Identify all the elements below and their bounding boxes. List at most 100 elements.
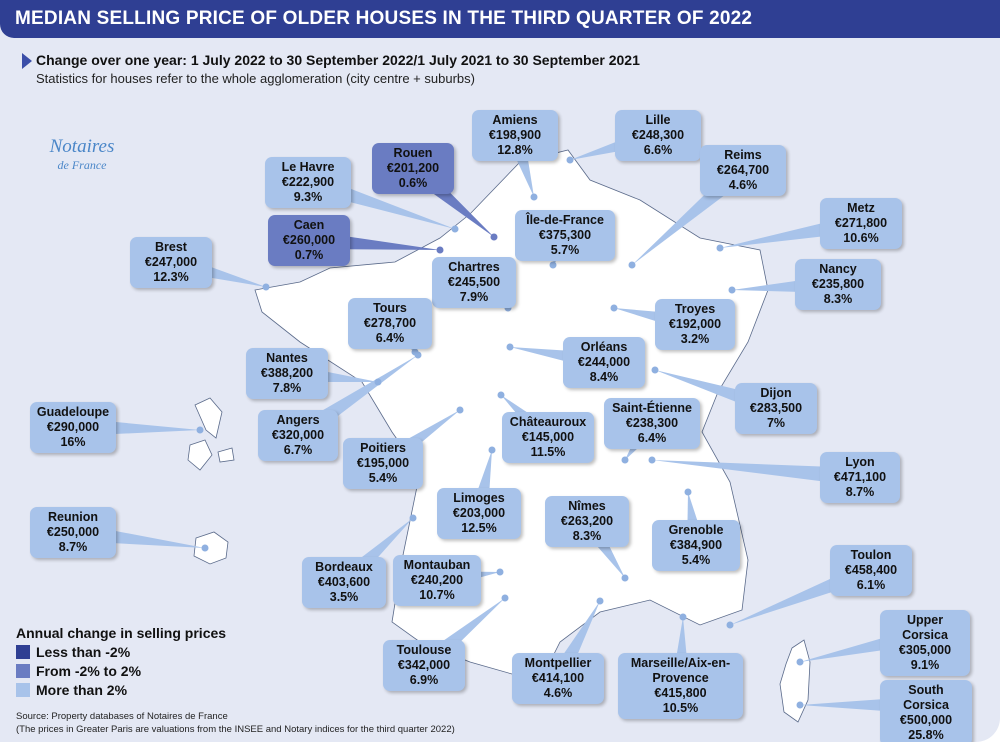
city-price: €263,200 [560,514,614,528]
city-price: €245,500 [447,275,501,289]
city-callout-chartres: Chartres €245,500 7.9% [432,257,516,308]
city-change: 8.7% [58,540,88,554]
city-callout-reims: Reims €264,700 4.6% [700,145,786,196]
city-dot-nimes [621,574,629,582]
city-price: €248,300 [631,128,685,142]
city-name: Nancy [819,262,857,276]
city-dot-angers [414,351,422,359]
city-callout-tours: Tours €278,700 6.4% [348,298,432,349]
city-callout-bordeaux: Bordeaux €403,600 3.5% [302,557,386,608]
city-callout-angers: Angers €320,000 6.7% [258,410,338,461]
city-dot-montauban [496,568,504,576]
city-callout-brest: Brest €247,000 12.3% [130,237,212,288]
city-change: 5.4% [368,471,398,485]
city-callout-upper-corsica: Upper Corsica €305,000 9.1% [880,610,970,676]
city-name: Grenoble [668,523,724,537]
city-name: Saint-Étienne [612,401,692,415]
city-change: 5.7% [550,243,580,257]
city-callout-saint-etienne: Saint-Étienne €238,300 6.4% [604,398,700,449]
city-price: €235,800 [811,277,865,291]
city-name: Bordeaux [315,560,373,574]
city-name: Orléans [580,340,628,354]
city-name: Caen [293,218,325,232]
guadeloupe-shape [187,397,235,471]
city-change: 25.8% [908,728,944,742]
city-price: €278,700 [363,316,417,330]
leader-lyon [652,460,861,486]
city-callout-chateauroux: Châteauroux €145,000 11.5% [502,412,594,463]
city-change: 9.1% [910,658,940,672]
city-price: €195,000 [356,456,410,470]
city-dot-brest [262,283,270,291]
city-change: 10.7% [419,588,455,602]
city-dot-toulon [726,621,734,629]
city-dot-ile-de-france [549,261,557,269]
city-price: €320,000 [271,428,325,442]
city-price: €471,100 [833,470,887,484]
city-price: €192,000 [668,317,722,331]
corsica-shape [779,639,811,723]
city-price: €500,000 [899,713,953,727]
city-callout-ile-de-france: Île-de-France €375,300 5.7% [515,210,615,261]
logo-subtext: de France [57,158,107,172]
city-change: 10.6% [843,231,879,245]
city-name: Le Havre [281,160,335,174]
legend-swatch [16,683,30,697]
city-dot-chateauroux [497,391,505,399]
legend-item-low: Less than -2% [16,644,226,660]
city-dot-marseille-aix-en-provence [679,613,687,621]
city-dot-amiens [530,193,538,201]
city-price: €403,600 [317,575,371,589]
city-dot-saint-etienne [621,456,629,464]
city-name: Chartres [448,260,500,274]
city-change: 6.4% [637,431,667,445]
city-dot-dijon [651,366,659,374]
city-callout-dijon: Dijon €283,500 7% [735,383,817,434]
city-name: Troyes [674,302,716,316]
legend-item-high: More than 2% [16,682,226,698]
city-price: €375,300 [538,228,592,242]
city-name: Toulon [850,548,892,562]
city-dot-le-havre [451,225,459,233]
city-price: €414,100 [531,671,585,685]
city-change: 4.6% [543,686,573,700]
legend-swatch [16,645,30,659]
city-dot-metz [716,244,724,252]
city-dot-montpellier [596,597,604,605]
city-price: €250,000 [46,525,100,539]
city-price: €240,200 [410,573,464,587]
city-change: 8.3% [572,529,602,543]
city-price: €198,900 [488,128,542,142]
city-dot-poitiers [456,406,464,414]
city-name: Lille [645,113,671,127]
city-change: 16% [60,435,86,449]
city-price: €283,500 [749,401,803,415]
city-price: €260,000 [282,233,336,247]
city-name: Poitiers [360,441,406,455]
city-callout-reunion: Reunion €250,000 8.7% [30,507,116,558]
city-price: €203,000 [452,506,506,520]
city-callout-caen: Caen €260,000 0.7% [268,215,350,266]
city-callout-nancy: Nancy €235,800 8.3% [795,259,881,310]
city-price: €145,000 [521,430,575,444]
city-dot-nancy [728,286,736,294]
city-name: Nantes [266,351,308,365]
city-callout-montauban: Montauban €240,200 10.7% [393,555,481,606]
city-change: 3.5% [329,590,359,604]
city-change: 10.5% [662,701,699,715]
city-name: Angers [276,413,320,427]
city-change: 6.9% [409,673,439,687]
city-change: 8.4% [589,370,619,384]
city-callout-montpellier: Montpellier €414,100 4.6% [512,653,604,704]
legend-title: Annual change in selling prices [16,625,227,641]
city-dot-south-corsica [796,701,804,709]
city-change: 6.7% [283,443,313,457]
city-dot-toulouse [501,594,509,602]
city-change: 12.8% [497,143,533,157]
city-dot-lyon [648,456,656,464]
city-callout-lille: Lille €248,300 6.6% [615,110,701,161]
city-name: Rouen [393,146,433,160]
city-change: 7.8% [272,381,302,395]
city-name: Marseille/Aix-en-Provence [630,656,731,685]
